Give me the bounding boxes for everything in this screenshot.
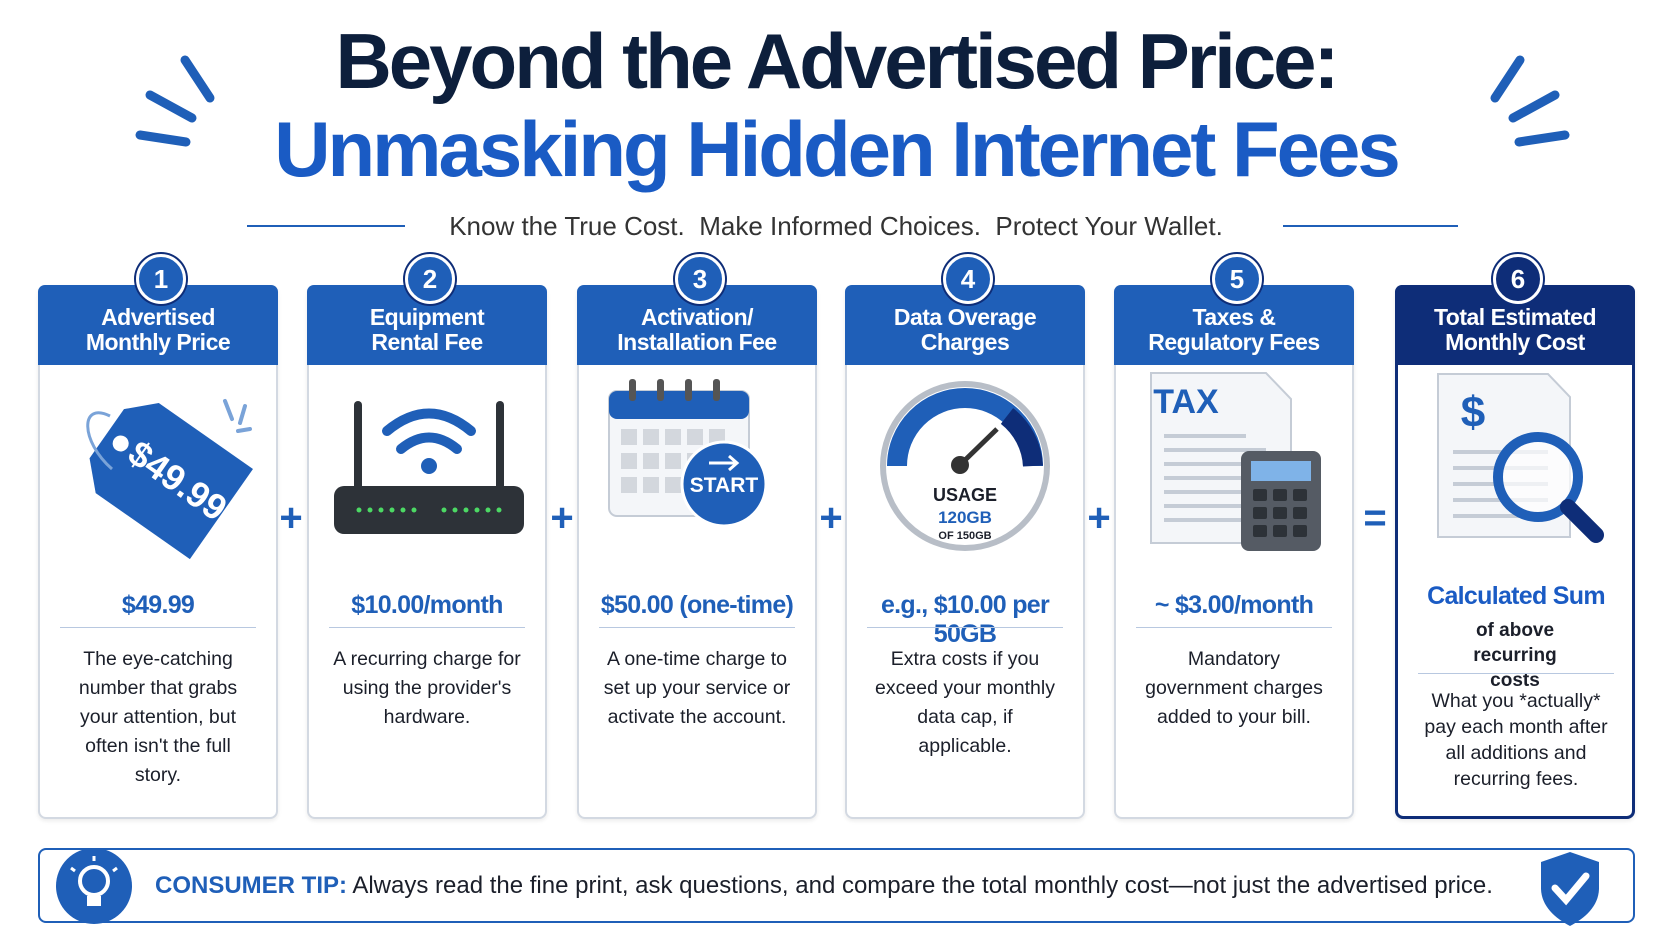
card-title: Monthly Cost	[1445, 329, 1585, 355]
card-header: Activation/Installation Fee	[577, 285, 817, 365]
card-icon: START	[608, 379, 768, 528]
description: A one-time charge to set up your service…	[603, 648, 791, 728]
fee-card: 5 Taxes & Regulatory Fees TAX ~ $3.00/mon…	[1114, 254, 1354, 819]
decoration	[135, 55, 1570, 227]
icon-text: START	[690, 474, 759, 497]
fee-card: 1 Advertised Monthly Price $49.99 $49.99 …	[38, 254, 278, 819]
step-number: 5	[1212, 254, 1262, 304]
separator	[867, 627, 1063, 628]
card-title: Activation/	[640, 304, 754, 330]
title: Beyond the Advertised Price:	[335, 17, 1339, 105]
step-number: 2	[405, 254, 455, 304]
price: ~ $3.00/month	[1154, 591, 1314, 619]
operator: +	[1087, 496, 1111, 540]
card-title: Data Overage	[893, 304, 1037, 330]
subtitle: Know the True Cost. Make Informed Choice…	[449, 211, 1223, 241]
card-icon: $	[1437, 373, 1604, 543]
card-icon: USAGE 120GB OF 150GB	[880, 381, 1050, 551]
step-number: 6	[1493, 254, 1543, 304]
card-title: Advertised	[101, 304, 215, 330]
card-title: Installation Fee	[617, 329, 777, 355]
card-title: Monthly Price	[85, 329, 231, 355]
card-title: Regulatory Fees	[1148, 329, 1320, 355]
step-number: 4	[943, 254, 993, 304]
icon-text: 120GB	[938, 508, 992, 527]
bulb-icon	[56, 848, 132, 924]
card-icon	[334, 401, 524, 534]
shield-icon	[1541, 852, 1599, 926]
tip-line: CONSUMER TIP: Always read the fine print…	[155, 872, 1493, 900]
card-icon: $49.99	[86, 399, 253, 560]
fee-card: 3 Activation/Installation Fee START $50.…	[577, 254, 817, 819]
fee-card: 2 Equipment Rental Fee $10.00/month A rec…	[307, 254, 547, 819]
description: Mandatory government charges added to yo…	[1145, 648, 1323, 728]
rays	[135, 55, 1570, 147]
fee-card: 4 Data Overage Charges USAGE 120GB OF 150…	[845, 254, 1085, 819]
tip-bar: CONSUMER TIP: Always read the fine print…	[38, 848, 1635, 926]
fee-card: 6 Total Estimated Monthly Cost $ Calculat…	[1395, 254, 1635, 819]
price: $10.00/month	[351, 591, 503, 619]
card-title: Charges	[920, 329, 1010, 355]
separator	[1418, 673, 1614, 674]
icon-text: $	[1461, 388, 1485, 437]
price: $50.00 (one-time)	[600, 591, 794, 619]
step-number: 1	[136, 254, 186, 304]
card-title: Equipment	[369, 304, 485, 330]
icon-text: OF 150GB	[938, 530, 991, 542]
operator: +	[279, 496, 303, 540]
tip-label: CONSUMER TIP:	[155, 872, 347, 899]
separator	[1136, 627, 1332, 628]
card-title: Total Estimated	[1433, 304, 1597, 330]
card-title: Taxes &	[1192, 304, 1276, 330]
card-icon: TAX	[1150, 372, 1321, 551]
operator: +	[819, 496, 843, 540]
description: A recurring charge for using the provide…	[333, 648, 521, 728]
description: What you *actually* pay each month after…	[1424, 690, 1608, 790]
separator	[599, 627, 795, 628]
price: e.g., $10.00 per 50GB	[880, 591, 1050, 648]
tip-text: Always read the fine print, ask question…	[352, 872, 1493, 899]
step-number: 3	[675, 254, 725, 304]
description: The eye-catching number that grabs your …	[78, 648, 238, 786]
operator: +	[550, 496, 574, 540]
separator	[60, 627, 256, 628]
price: Calculated Sum	[1427, 582, 1605, 610]
separator	[329, 627, 525, 628]
price: $49.99	[121, 591, 195, 619]
description: Extra costs if you exceed your monthly d…	[875, 648, 1055, 757]
icon-text: TAX	[1153, 383, 1219, 421]
card-title: Rental Fee	[371, 329, 483, 355]
price-note: of above recurring costs	[1473, 620, 1557, 691]
icon-text: USAGE	[933, 485, 997, 505]
title: Unmasking Hidden Internet Fees	[274, 105, 1401, 193]
operator: =	[1363, 496, 1387, 540]
